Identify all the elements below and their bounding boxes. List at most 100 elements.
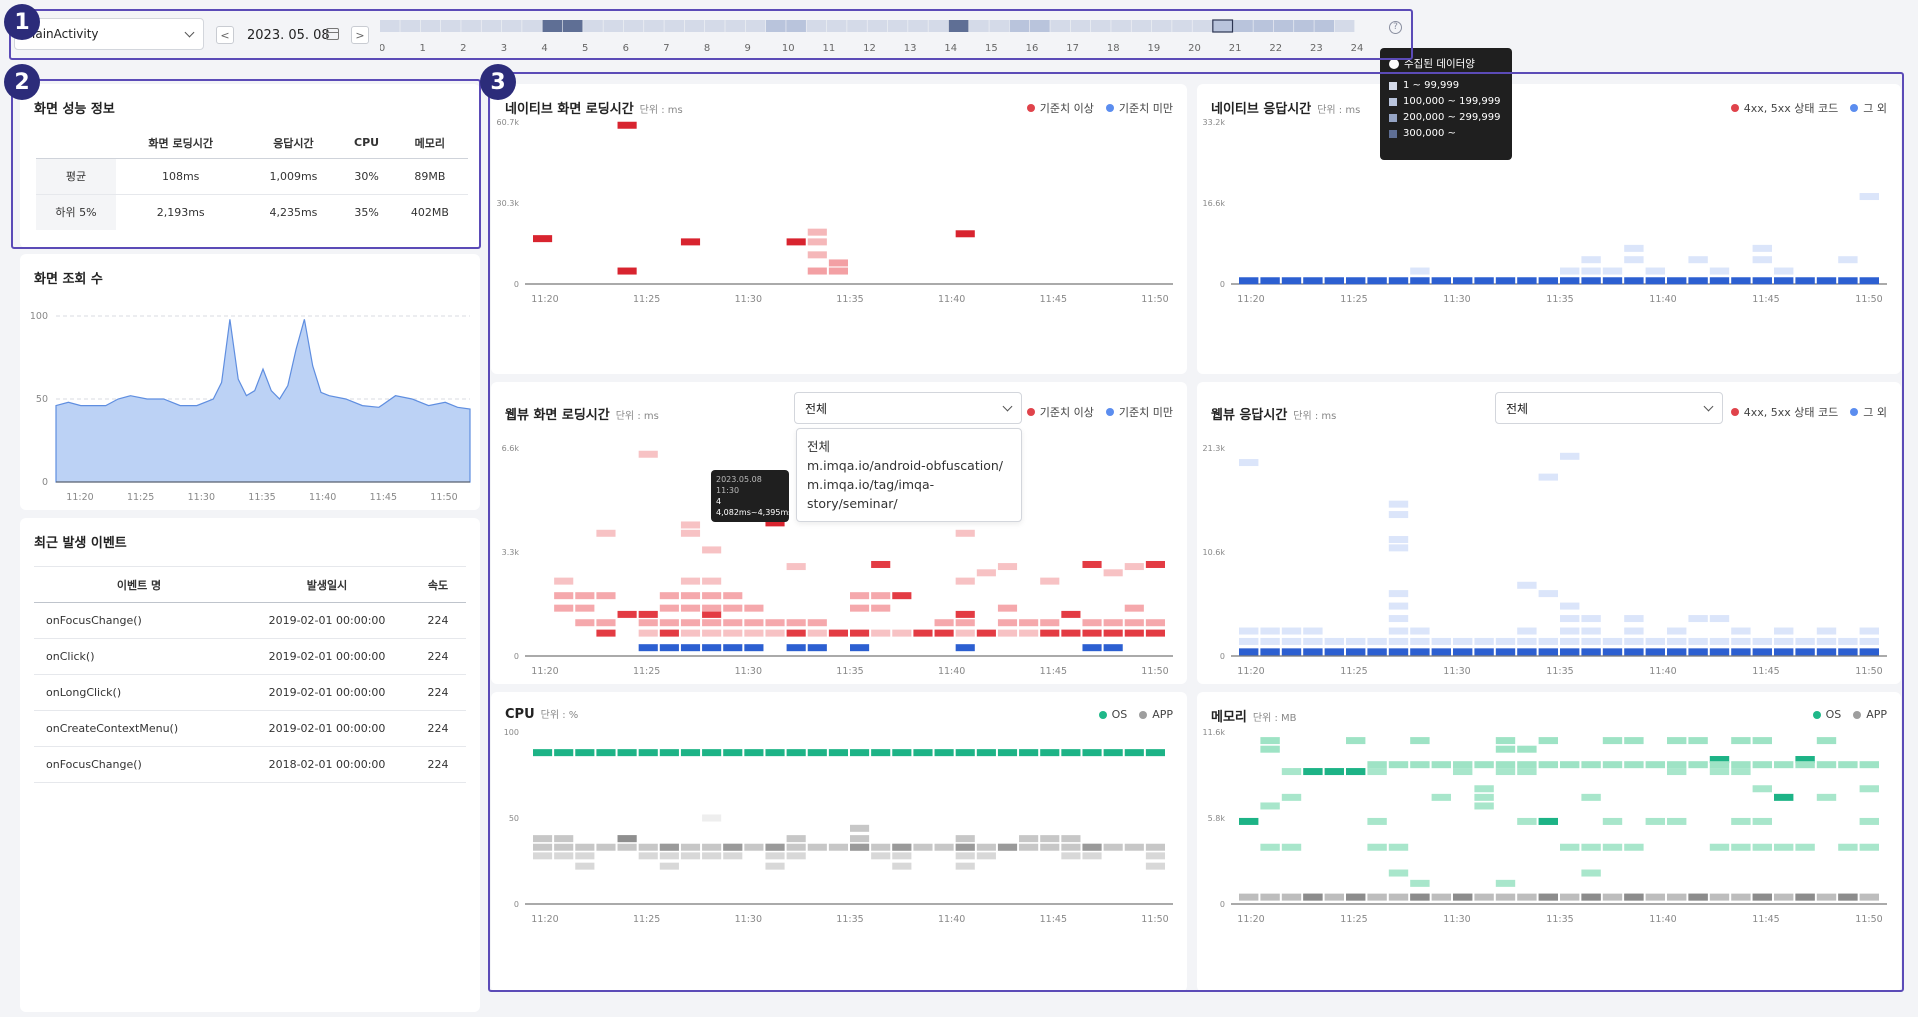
heat-cell[interactable] bbox=[659, 852, 679, 860]
heat-cell[interactable] bbox=[659, 862, 679, 870]
heat-cell[interactable] bbox=[1774, 267, 1794, 275]
heat-cell[interactable] bbox=[1581, 637, 1601, 645]
heat-cell[interactable] bbox=[871, 629, 891, 637]
heat-cell[interactable] bbox=[596, 843, 616, 851]
heat-cell[interactable] bbox=[1581, 277, 1601, 285]
hour-cell[interactable] bbox=[501, 20, 522, 32]
heat-cell[interactable] bbox=[1667, 761, 1687, 769]
heat-cell[interactable] bbox=[1560, 602, 1580, 610]
heat-cell[interactable] bbox=[1103, 644, 1123, 652]
hour-cell[interactable] bbox=[1151, 20, 1172, 32]
hour-cell[interactable] bbox=[1273, 20, 1294, 32]
heat-cell[interactable] bbox=[1581, 793, 1601, 801]
heat-cell[interactable] bbox=[1388, 761, 1409, 769]
heat-cell[interactable] bbox=[1367, 817, 1387, 825]
heat-cell[interactable] bbox=[1581, 893, 1601, 901]
hour-cell[interactable] bbox=[705, 20, 725, 32]
heat-cell[interactable] bbox=[1688, 277, 1708, 285]
hour-cell[interactable] bbox=[1314, 20, 1335, 32]
heat-cell[interactable] bbox=[1538, 817, 1558, 825]
heat-cell[interactable] bbox=[1346, 277, 1366, 285]
heat-cell[interactable] bbox=[1061, 610, 1081, 618]
heat-cell[interactable] bbox=[702, 852, 722, 860]
heat-cell[interactable] bbox=[596, 629, 616, 637]
heat-cell[interactable] bbox=[1538, 637, 1558, 645]
heat-cell[interactable] bbox=[997, 629, 1018, 637]
heat-cell[interactable] bbox=[1602, 761, 1623, 769]
heat-cell[interactable] bbox=[1082, 619, 1102, 627]
heat-cell[interactable] bbox=[1538, 737, 1558, 745]
heat-cell[interactable] bbox=[1774, 627, 1794, 635]
heat-cell[interactable] bbox=[638, 843, 658, 851]
heat-cell[interactable] bbox=[1474, 277, 1494, 285]
heat-cell[interactable] bbox=[1410, 267, 1430, 275]
heat-cell[interactable] bbox=[1040, 629, 1060, 637]
heat-cell[interactable] bbox=[617, 835, 637, 843]
heat-cell[interactable] bbox=[1474, 785, 1494, 793]
heat-cell[interactable] bbox=[1145, 629, 1165, 637]
heat-cell[interactable] bbox=[1602, 843, 1623, 851]
heat-cell[interactable] bbox=[1517, 648, 1537, 656]
legend-item[interactable]: 기준치 미만 bbox=[1105, 100, 1173, 116]
heat-cell[interactable] bbox=[702, 814, 722, 822]
heat-cell[interactable] bbox=[850, 604, 870, 612]
hour-cell[interactable] bbox=[847, 20, 867, 32]
heat-cell[interactable] bbox=[533, 835, 553, 843]
heat-cell[interactable] bbox=[1667, 893, 1687, 901]
heat-cell[interactable] bbox=[1388, 277, 1409, 285]
heat-cell[interactable] bbox=[1560, 637, 1580, 645]
heat-cell[interactable] bbox=[1838, 893, 1858, 901]
cpu-heatmap[interactable]: 100 50 0 11:20 11:25 11:30 11:35 11:40 11:45 11:5… bbox=[491, 692, 1187, 992]
hour-cell[interactable] bbox=[786, 20, 806, 32]
heat-cell[interactable] bbox=[1709, 267, 1730, 275]
heat-cell[interactable] bbox=[1281, 893, 1302, 901]
heat-cell[interactable] bbox=[892, 592, 912, 600]
heat-cell[interactable] bbox=[1688, 648, 1708, 656]
heat-cell[interactable] bbox=[1517, 745, 1537, 753]
heat-cell[interactable] bbox=[1624, 843, 1644, 851]
heat-cell[interactable] bbox=[1367, 761, 1387, 769]
heat-cell[interactable] bbox=[1774, 637, 1794, 645]
heat-cell[interactable] bbox=[1431, 277, 1451, 285]
heat-cell[interactable] bbox=[1517, 817, 1537, 825]
heat-cell[interactable] bbox=[1602, 277, 1623, 285]
heat-cell[interactable] bbox=[617, 121, 637, 129]
hour-cell[interactable] bbox=[1131, 20, 1152, 32]
heat-cell[interactable] bbox=[807, 238, 827, 246]
heat-cell[interactable] bbox=[1667, 817, 1687, 825]
heat-cell[interactable] bbox=[934, 619, 954, 627]
heat-cell[interactable] bbox=[723, 604, 743, 612]
heat-cell[interactable] bbox=[765, 749, 785, 757]
heat-cell[interactable] bbox=[1560, 843, 1580, 851]
heat-cell[interactable] bbox=[786, 563, 806, 571]
heat-cell[interactable] bbox=[680, 629, 701, 637]
heat-cell[interactable] bbox=[659, 644, 679, 652]
heat-cell[interactable] bbox=[1752, 817, 1772, 825]
heat-cell[interactable] bbox=[1602, 893, 1623, 901]
heat-cell[interactable] bbox=[955, 629, 975, 637]
heat-cell[interactable] bbox=[1731, 768, 1751, 776]
heat-cell[interactable] bbox=[955, 644, 975, 652]
hour-cell[interactable] bbox=[867, 20, 888, 32]
heat-cell[interactable] bbox=[1103, 569, 1123, 577]
heat-cell[interactable] bbox=[1260, 648, 1280, 656]
heat-cell[interactable] bbox=[955, 577, 975, 585]
heat-cell[interactable] bbox=[1303, 637, 1323, 645]
heat-cell[interactable] bbox=[617, 843, 637, 851]
dropdown-option[interactable]: m.imqa.io/tag/imqa-story/seminar/ bbox=[807, 477, 935, 511]
heat-cell[interactable] bbox=[1124, 629, 1144, 637]
heat-cell[interactable] bbox=[1774, 793, 1794, 801]
hour-cell[interactable] bbox=[481, 20, 502, 32]
heat-cell[interactable] bbox=[871, 592, 891, 600]
heat-cell[interactable] bbox=[913, 629, 933, 637]
heat-cell[interactable] bbox=[1453, 648, 1473, 656]
heat-cell[interactable] bbox=[871, 843, 891, 851]
heat-cell[interactable] bbox=[1581, 615, 1601, 623]
heat-cell[interactable] bbox=[680, 852, 701, 860]
heat-cell[interactable] bbox=[1624, 256, 1644, 264]
heat-cell[interactable] bbox=[1560, 761, 1580, 769]
heat-cell[interactable] bbox=[1495, 893, 1516, 901]
heat-cell[interactable] bbox=[1731, 637, 1751, 645]
heat-cell[interactable] bbox=[1324, 768, 1344, 776]
heat-cell[interactable] bbox=[1859, 627, 1879, 635]
